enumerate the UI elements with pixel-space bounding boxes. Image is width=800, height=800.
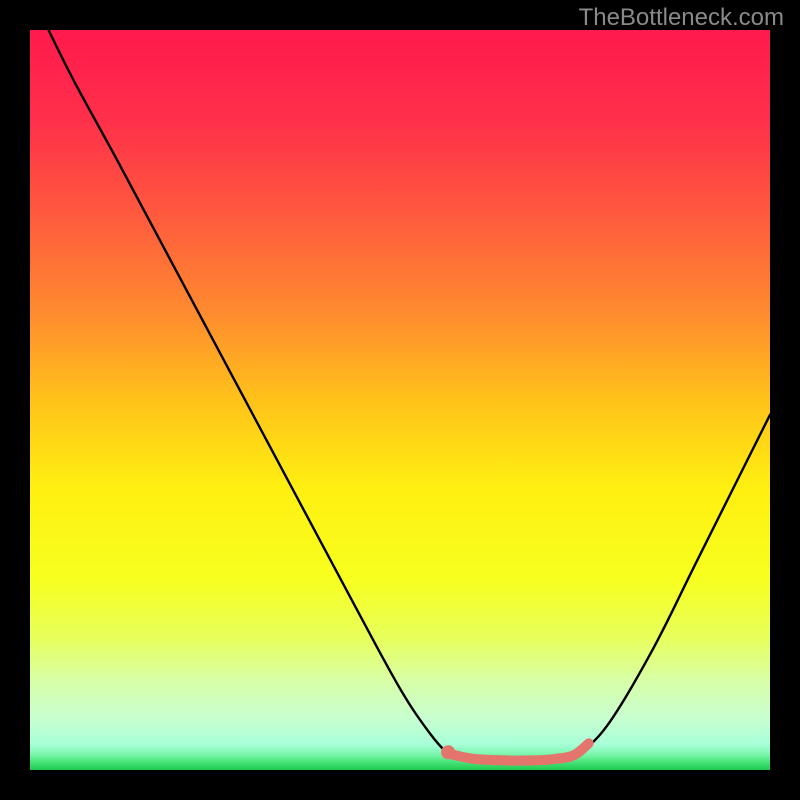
chart-canvas: TheBottleneck.com (0, 0, 800, 800)
watermark-text: TheBottleneck.com (579, 4, 784, 32)
plot-area (30, 30, 770, 770)
